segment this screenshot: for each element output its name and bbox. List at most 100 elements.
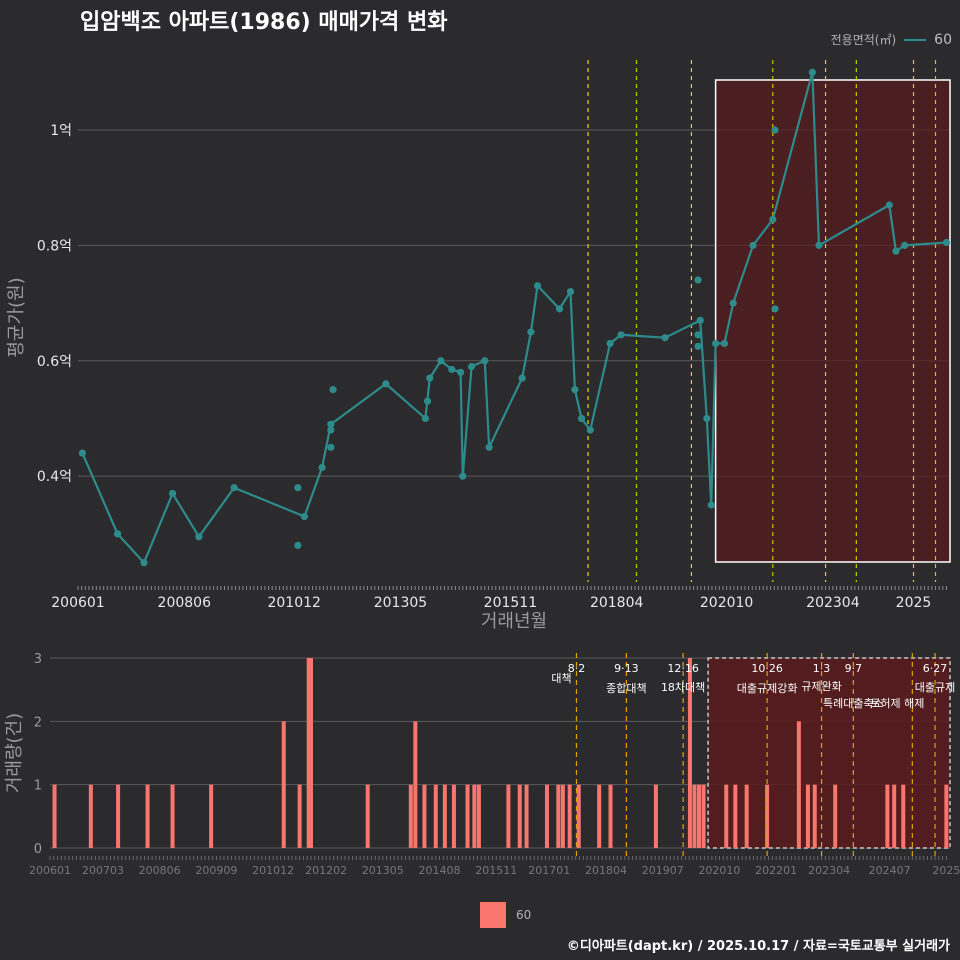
highlight-box bbox=[714, 79, 951, 563]
y-tick-label: 0 bbox=[34, 842, 42, 857]
policy-name-label: 종합대책 bbox=[606, 682, 646, 695]
price-point bbox=[571, 386, 579, 394]
volume-bar bbox=[796, 721, 801, 848]
policy-date-label: 9·13 bbox=[614, 662, 639, 675]
price-point bbox=[720, 339, 729, 348]
price-point bbox=[696, 316, 704, 324]
price-point bbox=[230, 484, 238, 492]
price-point bbox=[771, 126, 779, 134]
x-axis-title: 거래년월 bbox=[481, 611, 547, 632]
price-point bbox=[694, 342, 702, 350]
volume-bar bbox=[812, 784, 817, 848]
x-tick-label: 202407 bbox=[869, 864, 911, 877]
price-point bbox=[712, 339, 720, 348]
price-point bbox=[195, 533, 203, 541]
price-point bbox=[327, 426, 335, 434]
volume-bar bbox=[365, 784, 370, 848]
volume-bar bbox=[297, 784, 302, 848]
price-point bbox=[617, 331, 625, 339]
price-legend: 전용면적(㎡) 60 bbox=[831, 31, 952, 48]
policy-date-label: 10·26 bbox=[751, 662, 783, 675]
volume-bar bbox=[465, 784, 470, 848]
price-point bbox=[815, 241, 823, 249]
price-point bbox=[300, 512, 309, 521]
price-point bbox=[113, 530, 122, 538]
x-tick-label: 202010 bbox=[700, 595, 753, 611]
volume-bar bbox=[556, 784, 561, 848]
volume-bar bbox=[408, 784, 413, 848]
price-plot: 0.4억 0.6억 0.8억 1억 200601 200806 201012 201305 20… bbox=[6, 60, 951, 632]
price-point bbox=[707, 501, 715, 509]
volume-bar bbox=[597, 784, 602, 848]
volume-legend: 60 bbox=[480, 902, 531, 928]
price-point bbox=[78, 449, 86, 457]
price-point bbox=[555, 305, 564, 313]
volume-bar bbox=[701, 784, 706, 848]
price-point bbox=[329, 386, 337, 394]
price-point bbox=[892, 247, 900, 255]
y-tick-label: 0.6억 bbox=[37, 354, 72, 370]
volume-bar bbox=[833, 784, 838, 848]
volume-bar bbox=[476, 784, 481, 848]
price-point bbox=[606, 339, 614, 348]
volume-bar bbox=[524, 784, 529, 848]
volume-bar bbox=[885, 784, 890, 848]
price-point bbox=[901, 241, 909, 249]
x-tick-label: 202304 bbox=[808, 864, 850, 877]
legend-label: 60 bbox=[934, 31, 952, 48]
price-point bbox=[527, 328, 535, 336]
price-point bbox=[437, 357, 445, 365]
policy-name-label: 특례대출축소 bbox=[823, 697, 884, 710]
price-point bbox=[661, 334, 669, 342]
policy-date-label: 8·2 bbox=[568, 662, 586, 675]
x-tick-label: 201202 bbox=[305, 864, 347, 877]
volume-bar bbox=[472, 784, 477, 848]
source-credit: ©디아파트(dapt.kr) / 2025.10.17 / 자료=국토교통부 실… bbox=[566, 939, 950, 954]
price-point bbox=[703, 414, 711, 423]
price-point bbox=[769, 215, 777, 224]
volume-bar bbox=[306, 658, 311, 848]
x-tick-label: 201511 bbox=[475, 864, 517, 877]
price-point bbox=[423, 397, 432, 405]
x-tick-label: 201907 bbox=[642, 864, 684, 877]
volume-bar bbox=[560, 784, 565, 848]
volume-bar bbox=[433, 784, 438, 848]
x-tick-label: 200806 bbox=[139, 864, 181, 877]
volume-bar bbox=[901, 784, 906, 848]
volume-bar bbox=[576, 784, 581, 848]
volume-bar bbox=[805, 784, 810, 848]
policy-date-label: 9·7 bbox=[845, 662, 863, 675]
legend-swatch bbox=[480, 902, 506, 928]
volume-bar bbox=[517, 784, 522, 848]
y-axis-title: 거래량(건) bbox=[4, 713, 25, 793]
x-tick-label: 200909 bbox=[195, 864, 237, 877]
policy-name-label: 규제완화 bbox=[801, 680, 841, 693]
price-point bbox=[694, 331, 702, 339]
volume-bar bbox=[52, 784, 57, 848]
price-point bbox=[481, 357, 489, 365]
volume-bar bbox=[744, 784, 749, 848]
x-tick-label: 201012 bbox=[267, 595, 320, 611]
legend-bar-label: 60 bbox=[516, 908, 532, 922]
price-point bbox=[586, 426, 594, 434]
legend-title: 전용면적(㎡) bbox=[830, 33, 897, 47]
price-point bbox=[577, 414, 586, 423]
policy-name-label: 대출규제 bbox=[915, 681, 955, 694]
volume-bar bbox=[170, 784, 175, 848]
price-point bbox=[729, 299, 737, 307]
volume-bar bbox=[692, 784, 697, 848]
x-tick-label: 201804 bbox=[585, 864, 627, 877]
volume-bar bbox=[944, 784, 949, 848]
price-point bbox=[140, 559, 148, 567]
policy-date-label: 1·3 bbox=[813, 662, 831, 675]
volume-bar bbox=[209, 784, 214, 848]
price-point bbox=[566, 287, 575, 296]
y-tick-label: 1억 bbox=[50, 123, 72, 139]
volume-bar bbox=[506, 784, 511, 848]
volume-bar bbox=[724, 784, 729, 848]
x-tick-label: 2025 bbox=[932, 864, 960, 877]
volume-bar bbox=[442, 784, 447, 848]
volume-bar bbox=[308, 658, 313, 848]
x-tick-label: 201408 bbox=[419, 864, 461, 877]
